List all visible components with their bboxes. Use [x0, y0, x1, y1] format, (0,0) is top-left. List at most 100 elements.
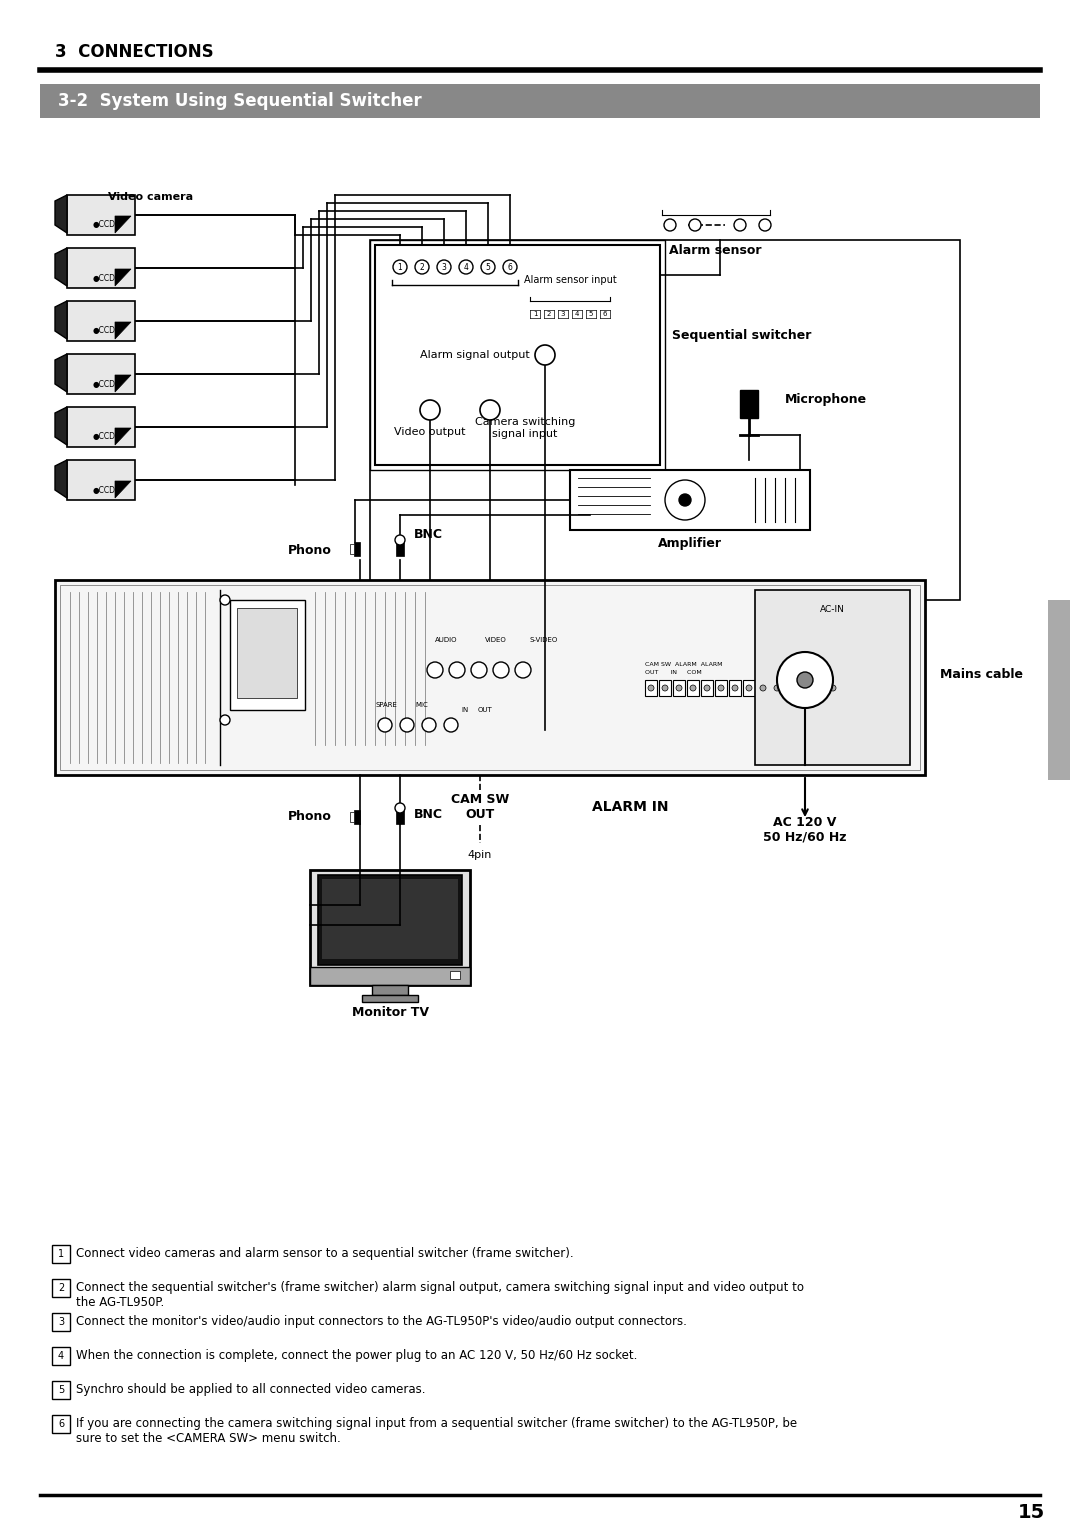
Text: Camera switching
signal input: Camera switching signal input	[475, 417, 576, 439]
Polygon shape	[114, 322, 131, 339]
Bar	[52, 1415, 70, 1433]
Circle shape	[378, 718, 392, 732]
Polygon shape	[55, 354, 67, 393]
Text: 3: 3	[561, 312, 565, 316]
Circle shape	[759, 219, 771, 231]
Circle shape	[503, 260, 517, 274]
Bar	[396, 808, 404, 824]
Circle shape	[774, 685, 780, 691]
Bar	[673, 680, 685, 695]
Circle shape	[220, 715, 230, 724]
Bar	[354, 810, 360, 824]
Circle shape	[515, 662, 531, 678]
Bar	[52, 1348, 70, 1365]
Bar	[67, 354, 135, 394]
Bar	[318, 876, 462, 966]
Text: Connect the sequential switcher's (frame switcher) alarm signal output, camera s: Connect the sequential switcher's (frame…	[76, 1282, 804, 1294]
Polygon shape	[55, 248, 67, 286]
Circle shape	[689, 219, 701, 231]
Text: CAM SW
OUT: CAM SW OUT	[450, 793, 509, 821]
Text: Video output: Video output	[394, 426, 465, 437]
Bar	[729, 680, 741, 695]
Circle shape	[535, 345, 555, 365]
Circle shape	[471, 662, 487, 678]
Text: Alarm sensor: Alarm sensor	[669, 243, 761, 257]
Polygon shape	[55, 406, 67, 445]
Circle shape	[734, 219, 746, 231]
Text: 2: 2	[420, 263, 424, 272]
Bar	[370, 240, 960, 601]
Bar	[67, 196, 135, 235]
Bar	[67, 406, 135, 448]
Text: AC-IN: AC-IN	[820, 605, 845, 614]
Circle shape	[746, 685, 752, 691]
Bar	[370, 240, 665, 471]
Bar	[310, 869, 470, 986]
Text: IN: IN	[461, 707, 469, 714]
Bar	[740, 390, 758, 419]
Circle shape	[664, 219, 676, 231]
Bar	[659, 680, 671, 695]
Bar	[60, 585, 920, 770]
Circle shape	[704, 685, 710, 691]
Circle shape	[437, 260, 451, 274]
Bar	[570, 471, 810, 530]
Text: 3  CONNECTIONS: 3 CONNECTIONS	[55, 43, 214, 61]
Text: Mains cable: Mains cable	[940, 669, 1023, 681]
Text: AC 120 V
50 Hz/60 Hz: AC 120 V 50 Hz/60 Hz	[764, 816, 847, 843]
Text: ●CCD: ●CCD	[93, 327, 116, 336]
Text: 6: 6	[603, 312, 607, 316]
Bar	[52, 1313, 70, 1331]
Circle shape	[777, 652, 833, 707]
Bar	[755, 590, 910, 766]
Text: Alarm sensor input: Alarm sensor input	[524, 275, 617, 286]
Polygon shape	[114, 428, 131, 445]
Text: MIC: MIC	[415, 701, 428, 707]
Bar	[715, 680, 727, 695]
Circle shape	[732, 685, 738, 691]
Circle shape	[690, 685, 696, 691]
Polygon shape	[55, 301, 67, 339]
Text: VIDEO: VIDEO	[485, 637, 507, 643]
Text: 6: 6	[58, 1420, 64, 1429]
Circle shape	[449, 662, 465, 678]
Polygon shape	[55, 460, 67, 498]
Text: 4: 4	[58, 1351, 64, 1361]
Text: Video camera: Video camera	[108, 193, 193, 202]
Circle shape	[816, 685, 822, 691]
Text: Sequential switcher: Sequential switcher	[672, 329, 811, 341]
Bar	[67, 248, 135, 287]
Circle shape	[797, 672, 813, 688]
Bar	[354, 542, 360, 556]
Text: If you are connecting the camera switching signal input from a sequential switch: If you are connecting the camera switchi…	[76, 1418, 797, 1430]
Polygon shape	[55, 196, 67, 232]
Circle shape	[400, 718, 414, 732]
Text: BNC: BNC	[414, 529, 443, 541]
Text: Connect video cameras and alarm sensor to a sequential switcher (frame switcher): Connect video cameras and alarm sensor t…	[76, 1247, 573, 1261]
Bar	[350, 544, 354, 555]
Circle shape	[459, 260, 473, 274]
Text: 3: 3	[442, 263, 446, 272]
Bar	[322, 879, 458, 960]
Text: the AG-TL950P.: the AG-TL950P.	[76, 1296, 164, 1309]
Text: OUT: OUT	[477, 707, 492, 714]
Bar	[237, 608, 297, 698]
Bar	[785, 680, 797, 695]
Bar	[67, 460, 135, 500]
Circle shape	[492, 662, 509, 678]
Text: S-VIDEO: S-VIDEO	[530, 637, 558, 643]
Text: CAM SW  ALARM  ALARM: CAM SW ALARM ALARM	[645, 663, 723, 668]
Circle shape	[662, 685, 669, 691]
Bar	[55, 581, 924, 775]
Bar	[813, 680, 825, 695]
Text: 3: 3	[58, 1317, 64, 1326]
Bar	[771, 680, 783, 695]
Bar	[52, 1279, 70, 1297]
Circle shape	[481, 260, 495, 274]
Text: sure to set the <CAMERA SW> menu switch.: sure to set the <CAMERA SW> menu switch.	[76, 1433, 341, 1445]
Bar	[645, 680, 657, 695]
Bar	[450, 970, 460, 979]
Circle shape	[415, 260, 429, 274]
Circle shape	[679, 494, 691, 506]
Circle shape	[420, 400, 440, 420]
